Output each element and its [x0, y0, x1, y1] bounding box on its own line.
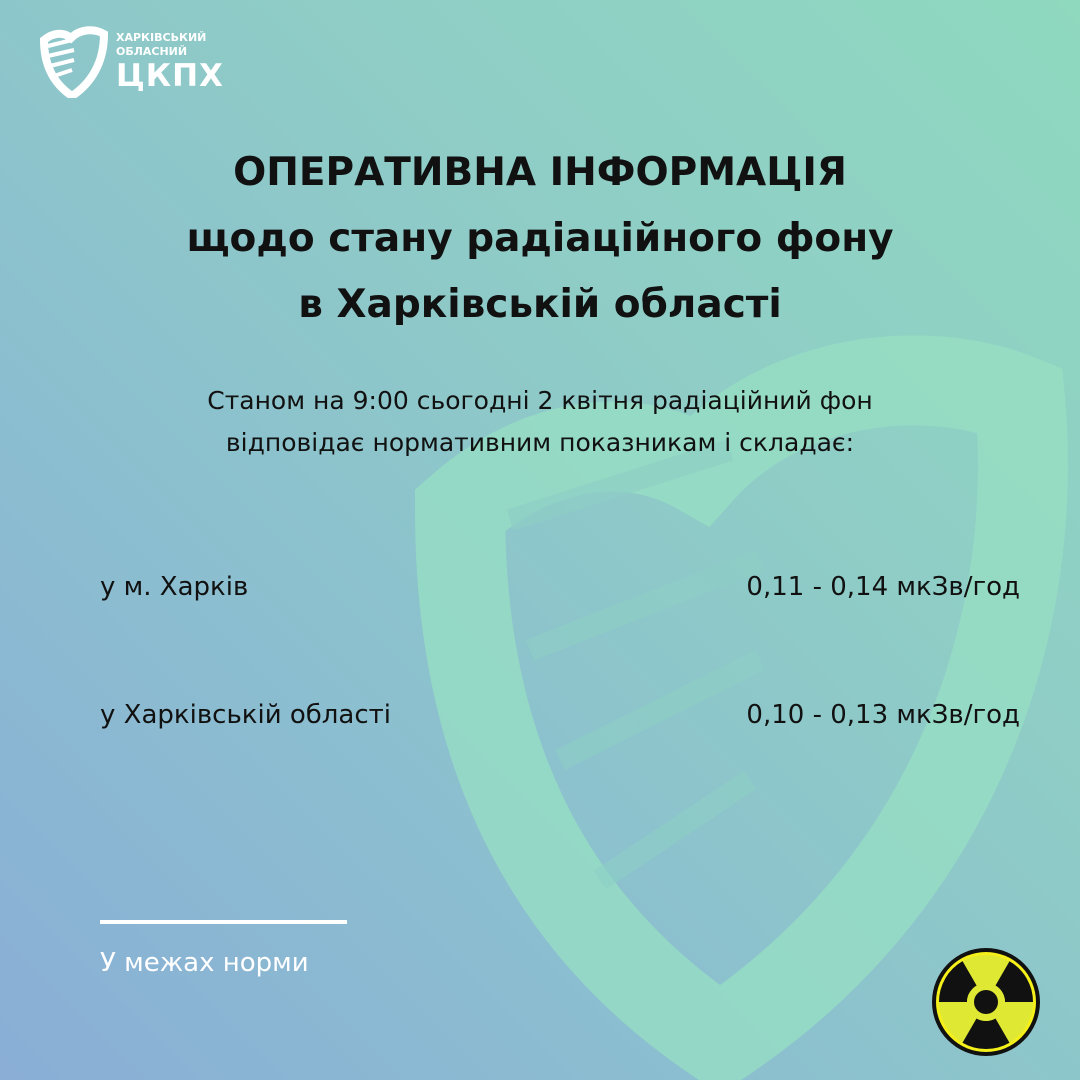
lead-line2: відповідає нормативним показникам і скла… — [225, 428, 855, 457]
lead-text: Станом на 9:00 сьогодні 2 квітня радіаці… — [0, 380, 1080, 464]
radiation-icon — [932, 948, 1040, 1056]
page-title: ОПЕРАТИВНА ІНФОРМАЦІЯ щодо стану радіаці… — [0, 140, 1080, 338]
reading-value: 0,10 - 0,13 мкЗв/год — [746, 700, 1020, 730]
title-line3: в Харківській області — [298, 282, 782, 327]
reading-place: у м. Харків — [100, 572, 249, 602]
title-line2: щодо стану радіаційного фону — [186, 216, 894, 261]
divider — [100, 920, 347, 924]
logo: ХАРКІВСЬКИЙ ОБЛАСНИЙ ЦКПХ — [38, 26, 224, 98]
reading-row-city: у м. Харків 0,11 - 0,14 мкЗв/год — [100, 572, 1020, 602]
reading-row-region: у Харківській області 0,10 - 0,13 мкЗв/г… — [100, 700, 1020, 730]
shield-logo-icon — [39, 26, 108, 98]
reading-value: 0,11 - 0,14 мкЗв/год — [746, 572, 1020, 602]
title-line1: ОПЕРАТИВНА ІНФОРМАЦІЯ — [233, 150, 847, 195]
logo-name: ЦКПХ — [116, 58, 224, 94]
lead-line1: Станом на 9:00 сьогодні 2 квітня радіаці… — [207, 386, 873, 415]
logo-line1: ХАРКІВСЬКИЙ — [116, 31, 207, 44]
logo-line2: ОБЛАСНИЙ — [116, 45, 188, 58]
shield-watermark-icon — [414, 335, 1068, 1080]
status-text: У межах норми — [100, 948, 309, 978]
reading-place: у Харківській області — [100, 700, 392, 730]
